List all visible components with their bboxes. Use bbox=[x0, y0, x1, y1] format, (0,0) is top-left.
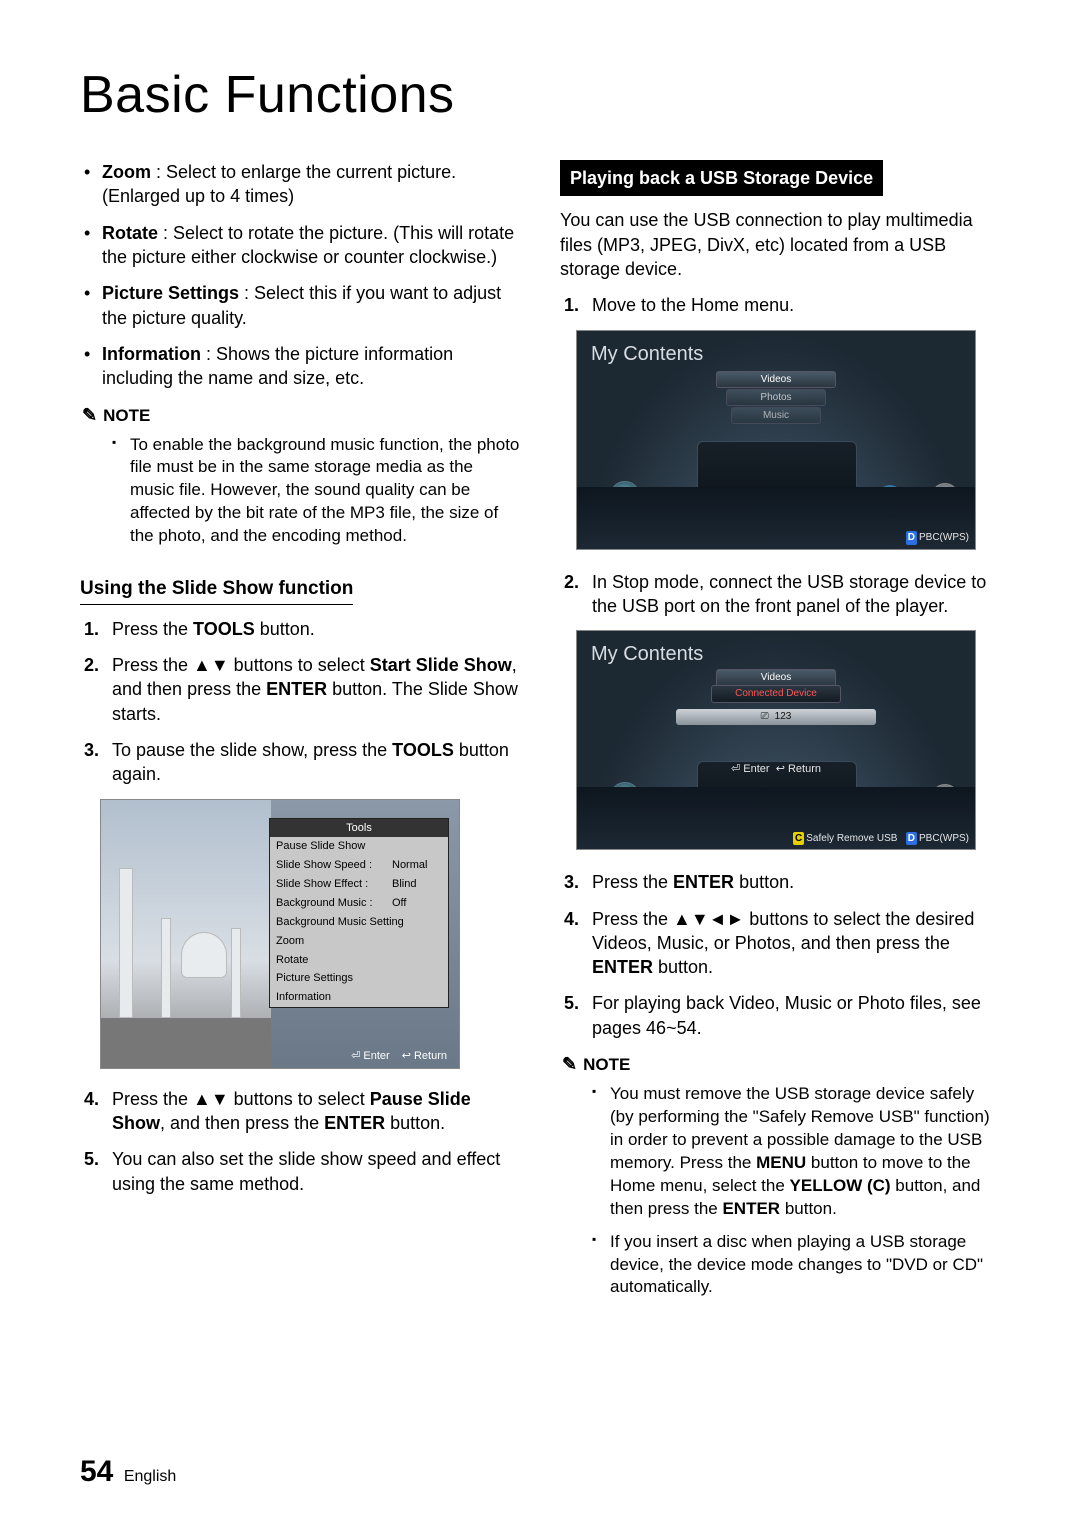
note-heading-right: NOTE bbox=[562, 1052, 1000, 1077]
usb-intro: You can use the USB connection to play m… bbox=[560, 208, 1000, 281]
usb-step5: For playing back Video, Music or Photo f… bbox=[564, 991, 1000, 1040]
step-start-slide: Press the ▲▼ buttons to select Start Sli… bbox=[84, 653, 520, 726]
mc1-tab-music: Music bbox=[731, 407, 821, 425]
usb-steps-c: Press the ENTER button. Press the ▲▼◄► b… bbox=[560, 870, 1000, 1040]
usb-step3: Press the ENTER button. bbox=[564, 870, 1000, 894]
note-bg-music: To enable the background music function,… bbox=[112, 434, 520, 549]
note-list: To enable the background music function,… bbox=[80, 434, 520, 549]
tm-info: Information bbox=[276, 990, 442, 1005]
mc2-device-item: ⎚123 bbox=[676, 709, 876, 725]
mc1-title: My Contents bbox=[591, 341, 703, 368]
tm-pause: Pause Slide Show bbox=[276, 839, 442, 854]
tools-footer: ⏎ Enter↩ Return bbox=[339, 1049, 447, 1064]
right-column: Playing back a USB Storage Device You ca… bbox=[560, 160, 1000, 1309]
tools-screenshot: Tools Pause Slide Show Slide Show Speed … bbox=[100, 799, 460, 1069]
bullet-information: Information : Shows the picture informat… bbox=[84, 342, 520, 391]
tm-picset: Picture Settings bbox=[276, 971, 442, 986]
usb-note-safe: You must remove the USB storage device s… bbox=[592, 1083, 1000, 1221]
mc1-tab-photos: Photos bbox=[726, 389, 826, 407]
mc2-footer: CSafely Remove USB DPBC(WPS) bbox=[793, 832, 969, 846]
bullet-picture-settings: Picture Settings : Select this if you wa… bbox=[84, 281, 520, 330]
tm-effect: Slide Show Effect : bbox=[276, 877, 392, 892]
tm-rotate: Rotate bbox=[276, 953, 442, 968]
usb-step1: Move to the Home menu. bbox=[564, 293, 1000, 317]
tm-bgmset: Background Music Setting bbox=[276, 915, 442, 930]
step-pause-tools: To pause the slide show, press the TOOLS… bbox=[84, 738, 520, 787]
usb-section-title: Playing back a USB Storage Device bbox=[560, 160, 883, 196]
mc2-enter-return: ⏎ Enter ↩ Return bbox=[731, 762, 821, 777]
mycontents-screenshot-2: My Contents Videos Connected Device ⎚123… bbox=[576, 630, 976, 850]
page-footer: 54 English bbox=[80, 1452, 176, 1493]
usb-steps-b: In Stop mode, connect the USB storage de… bbox=[560, 570, 1000, 619]
usb-note-disc: If you insert a disc when playing a USB … bbox=[592, 1231, 1000, 1300]
tm-zoom: Zoom bbox=[276, 934, 442, 949]
usb-steps-a: Move to the Home menu. bbox=[560, 293, 1000, 317]
left-column: Zoom : Select to enlarge the current pic… bbox=[80, 160, 520, 1309]
step-pause-slide: Press the ▲▼ buttons to select Pause Sli… bbox=[84, 1087, 520, 1136]
mycontents-screenshot-1: My Contents Videos Photos Music ‹› My De… bbox=[576, 330, 976, 550]
tm-bgmusic: Background Music : bbox=[276, 896, 392, 911]
mc1-tab-videos: Videos bbox=[716, 371, 836, 389]
mc2-tab-connected: Connected Device bbox=[711, 685, 841, 703]
picture-options-list: Zoom : Select to enlarge the current pic… bbox=[80, 160, 520, 390]
note-heading: NOTE bbox=[82, 403, 520, 428]
tm-speed: Slide Show Speed : bbox=[276, 858, 392, 873]
usb-step4: Press the ▲▼◄► buttons to select the des… bbox=[564, 907, 1000, 980]
bullet-rotate: Rotate : Select to rotate the picture. (… bbox=[84, 221, 520, 270]
mc2-tab-videos: Videos bbox=[716, 669, 836, 687]
page-lang: English bbox=[124, 1468, 176, 1485]
slideshow-steps-b: Press the ▲▼ buttons to select Pause Sli… bbox=[80, 1087, 520, 1196]
bullet-zoom: Zoom : Select to enlarge the current pic… bbox=[84, 160, 520, 209]
step-press-tools: Press the TOOLS button. bbox=[84, 617, 520, 641]
page-number: 54 bbox=[80, 1455, 113, 1488]
step-speed-effect: You can also set the slide show speed an… bbox=[84, 1147, 520, 1196]
usb-notes: You must remove the USB storage device s… bbox=[560, 1083, 1000, 1299]
page-title: Basic Functions bbox=[80, 60, 1000, 130]
mc2-title: My Contents bbox=[591, 641, 703, 668]
tools-panel: Tools Pause Slide Show Slide Show Speed … bbox=[269, 818, 449, 1008]
usb-step2: In Stop mode, connect the USB storage de… bbox=[564, 570, 1000, 619]
slideshow-heading: Using the Slide Show function bbox=[80, 576, 353, 605]
mc1-footer: DPBC(WPS) bbox=[906, 531, 969, 545]
slideshow-steps-a: Press the TOOLS button. Press the ▲▼ but… bbox=[80, 617, 520, 787]
tools-header: Tools bbox=[270, 819, 448, 838]
